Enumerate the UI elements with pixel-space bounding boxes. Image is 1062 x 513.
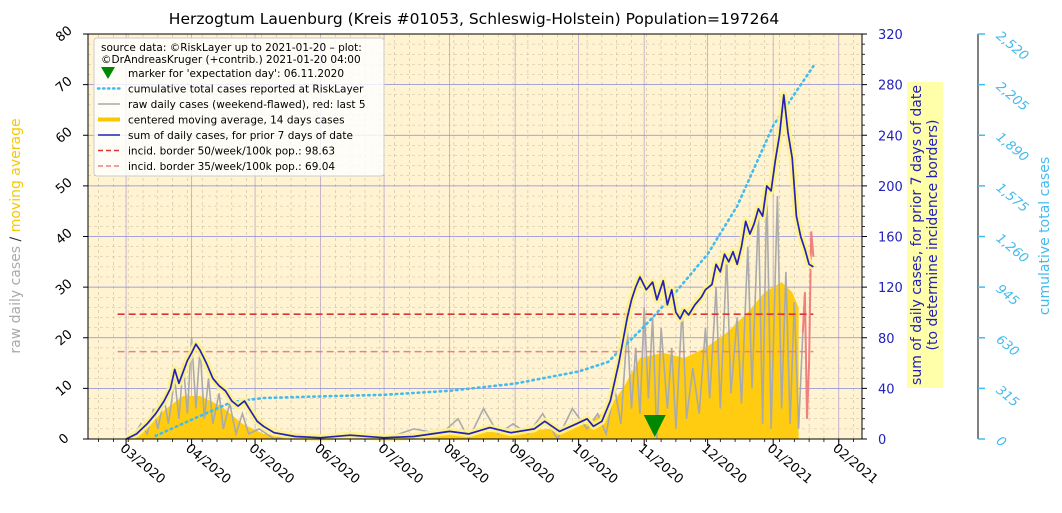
legend-entry-label: centered moving average, 14 days cases <box>128 115 345 127</box>
legend-entry-label: incid. border 35/week/100k pop.: 69.04 <box>128 161 335 173</box>
left-axis-label-part: moving average <box>8 118 24 236</box>
right-axis-1-tick-label: 120 <box>878 281 903 296</box>
right-axis-1-tick-label: 40 <box>878 382 895 397</box>
legend-entry-label: marker for 'expectation day': 06.11.2020 <box>128 68 344 80</box>
right-axis-1-tick-label: 320 <box>878 28 903 43</box>
left-axis-label: raw daily cases / moving average <box>8 118 24 353</box>
right-axis-1-label-line: (to determine incidence borders) <box>925 120 941 351</box>
legend-header-line: ©DrAndreasKruger (+contrib.) 2021-01-20 … <box>101 54 361 66</box>
chart-title: Herzogtum Lauenburg (Kreis #01053, Schle… <box>169 10 779 28</box>
legend-symbol-marker <box>101 67 115 79</box>
expectation-day-marker <box>643 415 666 437</box>
right-axis-1-tick-label: 160 <box>878 231 903 246</box>
sum-7-days-line <box>125 93 814 440</box>
legend-entry-label: raw daily cases (weekend-flawed), red: l… <box>128 99 366 111</box>
legend: source data: ©RiskLayer up to 2021-01-20… <box>93 37 385 177</box>
right-axis-1-tick-label: 240 <box>878 129 903 144</box>
right-axis-1-tick-label: 200 <box>878 180 903 195</box>
right-axis-1-label-box <box>907 82 943 388</box>
legend-box <box>93 37 385 177</box>
right-axis-1-tick-label: 0 <box>878 433 886 448</box>
raw-daily-cases-last5-line <box>801 231 815 419</box>
legend-entry-label: incid. border 50/week/100k pop.: 98.63 <box>128 146 335 158</box>
series-layer <box>117 64 816 443</box>
raw-daily-cases-line <box>125 185 804 441</box>
right-axis-1-label: sum of daily cases, for prior 7 days of … <box>909 85 941 385</box>
right-axis-1-tick-label: 80 <box>878 332 895 347</box>
legend-entry-label: sum of daily cases, for prior 7 days of … <box>128 130 353 142</box>
right-axis-1-label-line: sum of daily cases, for prior 7 days of … <box>909 85 925 385</box>
legend-header-line: source data: ©RiskLayer up to 2021-01-20… <box>101 42 362 54</box>
right-axis-1-tick-label: 280 <box>878 79 903 94</box>
left-axis-label-part: raw daily cases <box>8 246 24 354</box>
right-axis-2-label: cumulative total cases <box>1037 157 1053 315</box>
left-axis-label-part: / <box>8 236 24 245</box>
legend-entry-label: cumulative total cases reported at RiskL… <box>128 84 364 96</box>
